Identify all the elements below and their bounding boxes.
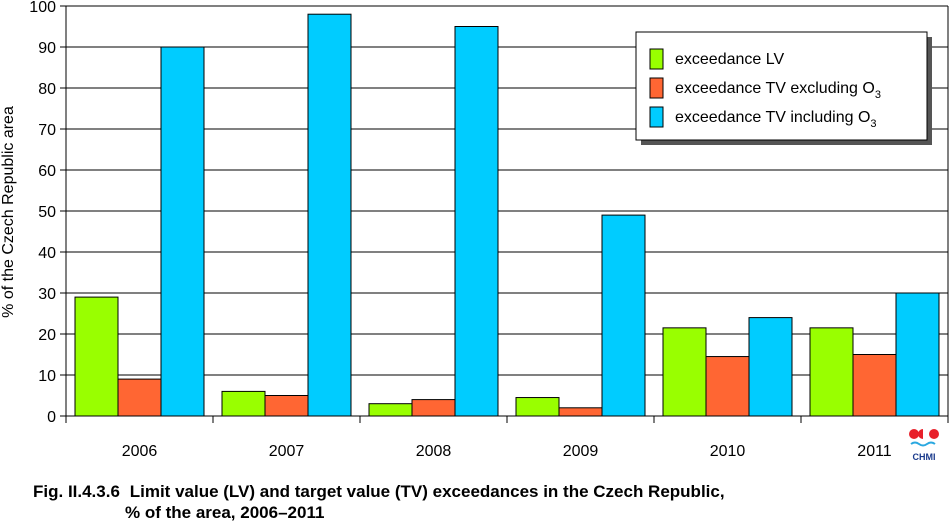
x-tick-label: 2011 <box>857 443 892 460</box>
legend-swatch-2 <box>649 77 664 99</box>
bars <box>74 13 940 417</box>
caption-text-1: Limit value (LV) and target value (TV) e… <box>129 482 725 501</box>
bar-series-2 <box>264 395 309 417</box>
bar-series-2 <box>705 356 750 417</box>
logo-circle-right <box>929 429 939 439</box>
bar-series-3 <box>601 214 646 417</box>
y-tick-label: 20 <box>38 327 56 344</box>
caption-text-2: % of the area, 2006–2011 <box>125 503 325 522</box>
bar-series-2 <box>558 407 603 417</box>
y-tick-label: 30 <box>38 286 56 303</box>
logo-text: CHMI <box>913 452 936 462</box>
x-tick-label: 2010 <box>710 443 746 460</box>
bar-series-3 <box>160 46 205 417</box>
bar-series-2 <box>117 378 162 417</box>
caption-line-1: Fig. II.4.3.6 Limit value (LV) and targe… <box>33 481 725 502</box>
bar-series-3 <box>895 292 940 417</box>
legend-label-3: exceedance TV including O3 <box>675 109 877 130</box>
y-tick-label: 40 <box>38 245 56 262</box>
y-axis-ticks: 0 10 20 30 40 50 60 70 80 90 100 <box>29 0 66 426</box>
caption-label: Fig. II.4.3.6 <box>33 482 120 501</box>
chmi-logo: CHMI <box>909 429 939 462</box>
bar-series-3 <box>748 317 793 417</box>
x-tick-label: 2009 <box>563 443 599 460</box>
legend-label-main: exceedance TV excluding O <box>675 80 875 97</box>
bar-series-1 <box>368 403 413 417</box>
y-tick-label: 100 <box>29 0 56 16</box>
y-tick-label: 80 <box>38 81 56 98</box>
legend-swatch-3 <box>649 106 664 128</box>
x-tick-label: 2006 <box>122 443 158 460</box>
bar-series-3 <box>307 13 352 417</box>
legend-label-subscript: 3 <box>870 118 876 130</box>
y-tick-label: 90 <box>38 40 56 57</box>
figure-caption: Fig. II.4.3.6 Limit value (LV) and targe… <box>33 481 725 523</box>
y-tick-label: 10 <box>38 368 56 385</box>
x-tick-label: 2008 <box>416 443 452 460</box>
logo-circle-left <box>909 429 919 439</box>
y-tick-label: 0 <box>47 409 56 426</box>
logo-wave <box>910 441 936 447</box>
x-tick-label: 2007 <box>269 443 305 460</box>
legend-box <box>635 31 928 141</box>
bar-series-1 <box>662 327 707 417</box>
bar-series-2 <box>411 399 456 417</box>
legend-label-subscript: 3 <box>875 89 881 101</box>
y-tick-label: 60 <box>38 163 56 180</box>
bar-series-1 <box>809 327 854 417</box>
bar-series-1 <box>74 296 119 417</box>
bar-series-1 <box>221 390 266 417</box>
legend-label-2: exceedance TV excluding O3 <box>675 80 881 101</box>
y-tick-label: 50 <box>38 204 56 221</box>
x-axis-ticks: 2006 2007 2008 2009 2010 2011 <box>65 416 949 460</box>
legend-label-1: exceedance LV <box>675 51 784 68</box>
legend-label-main: exceedance TV including O <box>675 109 870 126</box>
logo-half-circle <box>918 429 923 439</box>
grid-lines <box>66 5 948 376</box>
y-tick-label: 70 <box>38 122 56 139</box>
bar-series-1 <box>515 397 560 417</box>
y-axis-label: % of the Czech Republic area <box>0 106 17 318</box>
bar-series-3 <box>454 26 499 417</box>
bar-series-2 <box>852 354 897 417</box>
legend-swatch-1 <box>649 48 664 70</box>
